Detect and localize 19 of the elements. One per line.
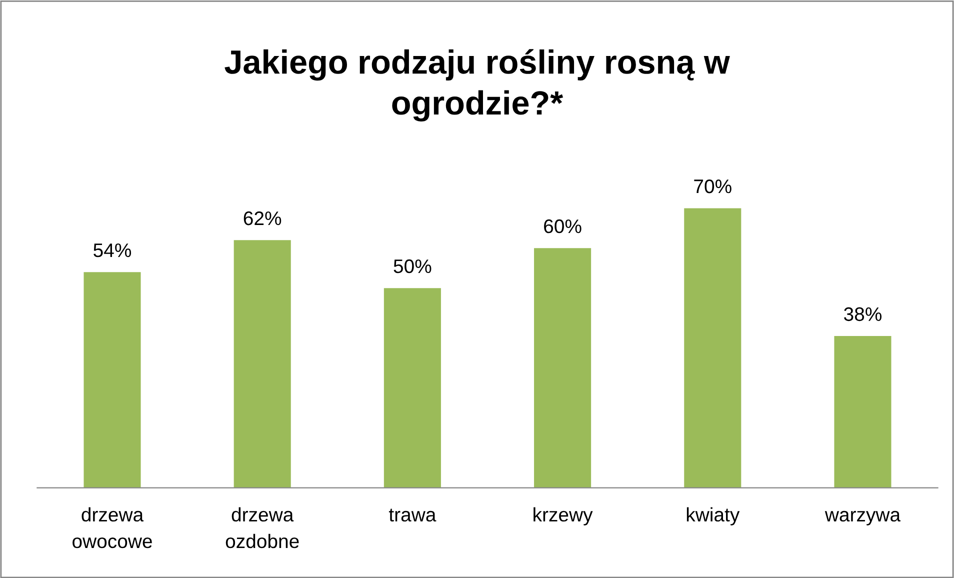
- bar: [684, 208, 742, 488]
- x-tick-label: drzewa owocowe: [72, 507, 152, 548]
- bar: [834, 336, 892, 488]
- x-tick-label: warzywa: [824, 510, 901, 526]
- bar: [384, 288, 441, 488]
- x-tick-label: drzewa ozdobne: [226, 507, 299, 548]
- bar: [234, 240, 291, 488]
- bar: [84, 272, 141, 488]
- x-tick-label: kwiaty: [686, 507, 740, 526]
- data-label: 54%: [94, 243, 132, 258]
- data-label: 62%: [244, 211, 282, 226]
- data-label: 50%: [394, 259, 432, 274]
- data-label: 38%: [844, 307, 882, 322]
- chart-title: Jakiego rodzaju rośliny rosną w ogrodzie?*: [224, 49, 730, 122]
- x-tick-label: trawa: [388, 508, 436, 522]
- x-tick-label: krzewy: [534, 507, 593, 526]
- data-label: 60%: [544, 219, 582, 234]
- bar: [534, 248, 592, 488]
- data-label: 70%: [694, 179, 732, 194]
